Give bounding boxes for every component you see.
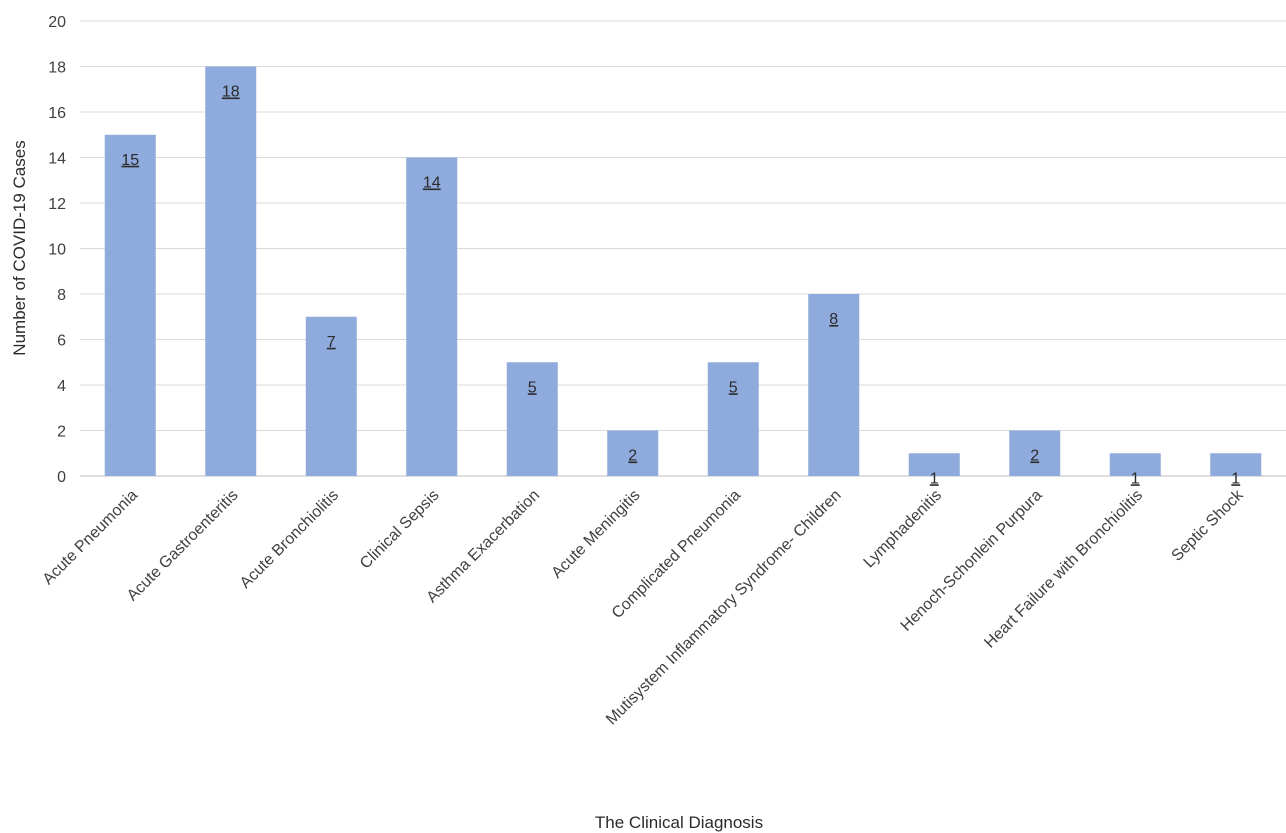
x-category-label: Acute Pneumonia — [40, 487, 141, 588]
bar — [607, 430, 659, 476]
bar — [305, 316, 357, 476]
x-category-label: Heart Failure with Bronchiolitis — [981, 487, 1146, 652]
bar — [205, 66, 257, 476]
data-label: 1 — [1231, 470, 1240, 487]
data-label: 2 — [628, 448, 637, 465]
x-category-label: Acute Bronchiolitis — [237, 487, 342, 592]
bar — [406, 157, 458, 476]
y-tick-label: 2 — [57, 424, 66, 441]
y-tick-label: 16 — [48, 105, 66, 122]
y-axis-title: Number of COVID-19 Cases — [10, 140, 29, 355]
data-label: 1 — [1131, 470, 1140, 487]
data-label: 8 — [829, 311, 838, 328]
bar — [104, 134, 156, 476]
data-label: 7 — [327, 334, 336, 351]
bar — [808, 294, 860, 476]
bar — [1109, 453, 1161, 476]
data-label: 5 — [729, 379, 738, 396]
data-label: 14 — [423, 175, 441, 192]
data-label: 2 — [1030, 448, 1039, 465]
x-axis-title: The Clinical Diagnosis — [595, 813, 763, 832]
y-axis-ticks: 0 2 4 6 8 10 12 14 16 18 20 — [48, 14, 66, 486]
data-label: 1 — [930, 470, 939, 487]
x-category-label: Mutisystem Inflammatory Syndrome- Childr… — [603, 487, 845, 729]
data-label: 18 — [222, 84, 240, 101]
data-label: 5 — [528, 379, 537, 396]
data-label: 15 — [121, 152, 139, 169]
x-category-label: Lymphadenitis — [861, 487, 946, 572]
x-category-label: Acute Meningitis — [549, 487, 644, 582]
y-tick-label: 6 — [57, 333, 66, 350]
bar — [1210, 453, 1262, 476]
y-tick-label: 18 — [48, 60, 66, 77]
bar — [1009, 430, 1061, 476]
y-tick-label: 14 — [48, 151, 66, 168]
gridlines — [80, 20, 1286, 477]
x-category-label: Asthma Exacerbation — [424, 487, 544, 607]
x-category-label: Clinical Sepsis — [357, 487, 443, 573]
bars — [104, 66, 1262, 476]
y-tick-label: 12 — [48, 196, 66, 213]
x-category-label: Septic Shock — [1169, 486, 1248, 565]
y-tick-label: 0 — [57, 469, 66, 486]
y-tick-label: 8 — [57, 287, 66, 304]
y-tick-label: 10 — [48, 242, 66, 259]
bar — [707, 362, 759, 476]
bar — [908, 453, 960, 476]
y-tick-label: 4 — [57, 378, 66, 395]
y-tick-label: 20 — [48, 14, 66, 31]
data-labels: 15 18 7 14 5 2 5 8 1 2 1 1 — [121, 84, 1240, 488]
x-category-label: Acute Gastroenteritis — [124, 487, 242, 605]
bar — [506, 362, 558, 476]
